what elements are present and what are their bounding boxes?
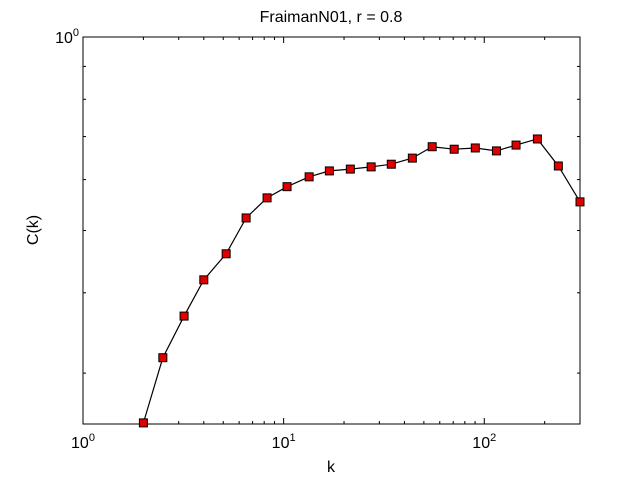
data-point [324,166,334,176]
data-point [449,144,459,154]
data-point [282,182,292,192]
data-point [553,161,563,171]
data-point [262,193,272,203]
data-point [511,140,521,150]
x-tick-label: 101 [272,432,296,452]
data-line [142,138,581,424]
data-point [241,213,251,223]
plot-area [82,36,581,425]
data-point [427,142,437,152]
data-point [158,353,168,363]
y-axis-label: C(k) [25,215,42,245]
x-axis-label: k [327,459,336,476]
data-point [386,159,396,169]
data-point [345,164,355,174]
data-point [532,134,542,144]
data-point [491,146,501,156]
data-point [199,275,209,285]
x-tick-label: 100 [71,432,95,452]
data-point [221,249,231,259]
data-point [470,143,480,153]
data-point [304,172,314,182]
data-point [366,162,376,172]
x-tick-label: 102 [472,432,496,452]
chart-title: FraimanN01, r = 0.8 [260,9,403,26]
data-point [179,311,189,321]
data-point [575,197,585,207]
y-tick-label: 100 [55,27,79,47]
data-point [407,153,417,163]
data-point [138,418,148,428]
